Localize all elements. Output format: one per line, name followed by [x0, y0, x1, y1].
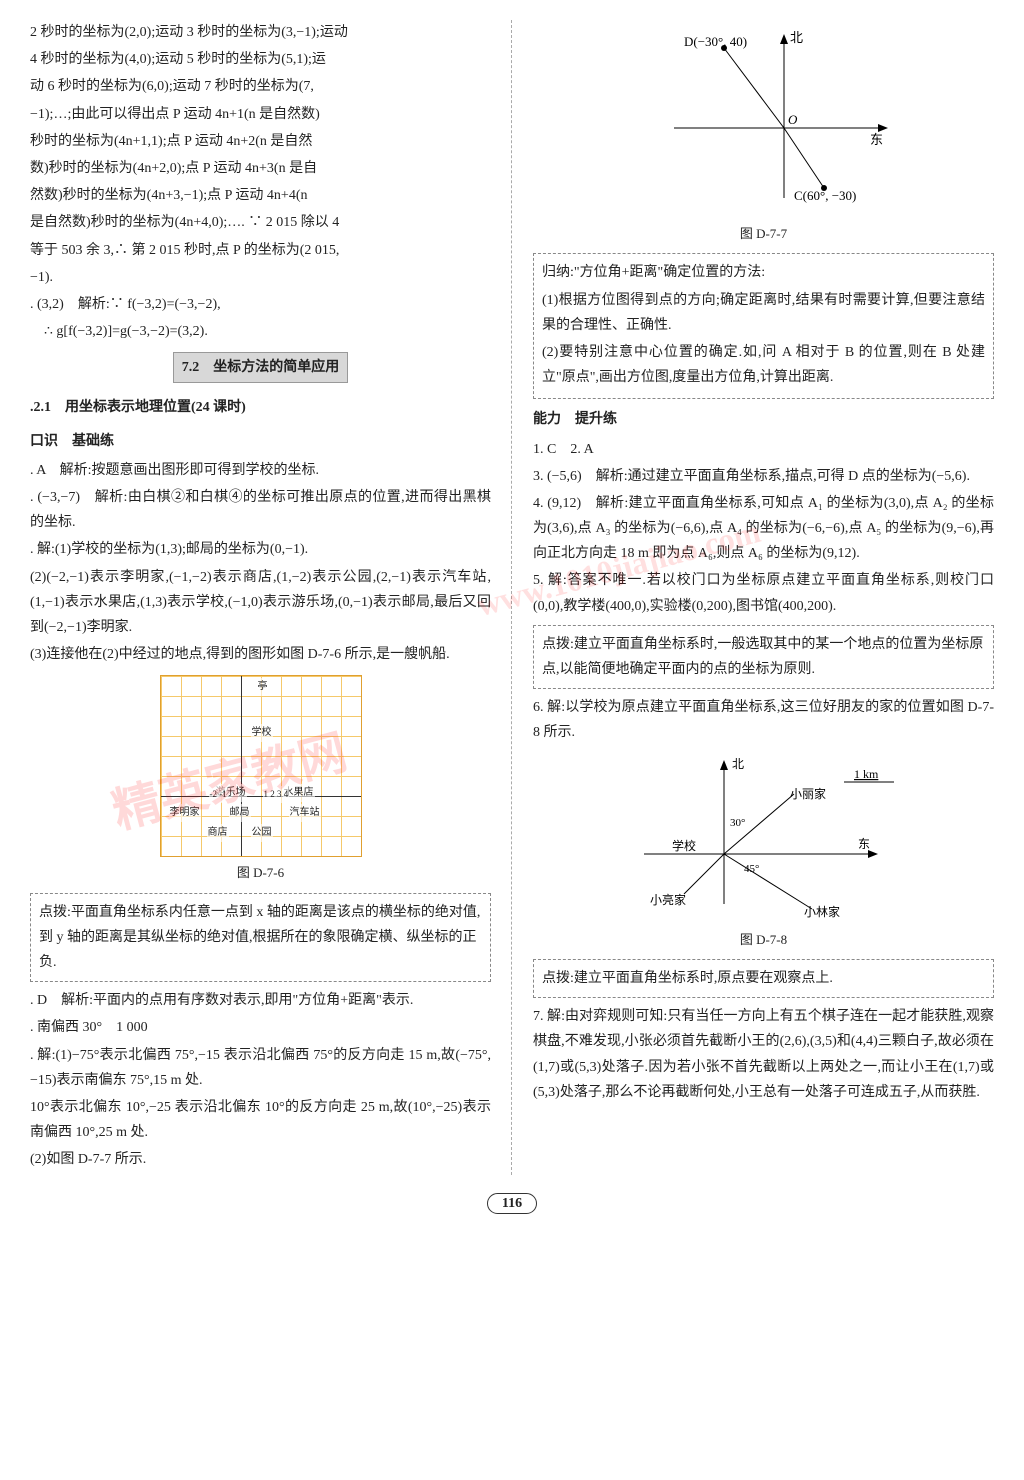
lbl-post: 邮局	[229, 804, 251, 822]
ability-item-7: 7. 解:由对弈规则可知:只有当任一方向上有五个棋子连在一起才能获胜,观察棋盘,…	[533, 1004, 994, 1105]
tip-box-1: 点拨:平面直角坐标系内任意一点到 x 轴的距离是该点的横坐标的绝对值,到 y 轴…	[30, 893, 491, 983]
svg-text:小亮家: 小亮家	[650, 892, 686, 907]
subsection-title: .2.1 用坐标表示地理位置(24 课时)	[30, 395, 491, 420]
figure-d-7-7: D(−30°, 40) C(60°, −30) 北 东 O 图 D-7-7	[533, 28, 994, 245]
svg-text:D(−30°, 40): D(−30°, 40)	[684, 34, 747, 49]
box2-l2: (1)根据方位图得到点的方向;确定距离时,结果有时需要计算,但要注意结果的合理性…	[542, 288, 985, 338]
svg-text:北: 北	[732, 757, 744, 771]
para1-l10: −1).	[30, 265, 491, 290]
para2-l1: . (3,2) 解析:∵ f(−3,2)=(−3,−2),	[30, 292, 491, 317]
left-column: 2 秒时的坐标为(2,0);运动 3 秒时的坐标为(3,−1);运动 4 秒时的…	[30, 20, 491, 1175]
para1-l8: 是自然数)秒时的坐标为(4n+4,0);…. ∵ 2 015 除以 4	[30, 210, 491, 235]
figure-d-7-8: 北 东 1 km 学校 小丽家 小亮家 小林家 30° 45° 图 D-7-8	[533, 754, 994, 951]
box2-l3: (2)要特别注意中心位置的确定.如,问 A 相对于 B 的位置,则在 B 处建立…	[542, 340, 985, 390]
category-basic: 口识 基础练	[30, 429, 491, 454]
para1-l6: 数)秒时的坐标为(4n+2,0);点 P 运动 4n+3(n 是自	[30, 156, 491, 181]
column-divider	[511, 20, 513, 1175]
basic-item-f2: 10°表示北偏东 10°,−25 表示沿北偏东 10°的反方向走 25 m,故(…	[30, 1095, 491, 1145]
svg-text:C(60°, −30): C(60°, −30)	[794, 188, 856, 203]
ability-item-6: 6. 解:以学校为原点建立平面直角坐标系,这三位好朋友的家的位置如图 D-7-8…	[533, 695, 994, 745]
para2-l2: ∴ g[f(−3,2)]=g(−3,−2)=(3,2).	[30, 319, 491, 344]
basic-item-f1: . 解:(1)−75°表示北偏西 75°,−15 表示沿北偏西 75°的反方向走…	[30, 1043, 491, 1093]
ability-item-1-2: 1. C 2. A	[533, 437, 994, 462]
basic-item-c3: (3)连接他在(2)中经过的地点,得到的图形如图 D-7-6 所示,是一艘帆船.	[30, 642, 491, 667]
lbl-school: 学校	[251, 724, 273, 742]
lbl-pavilion: 亭	[257, 678, 269, 696]
para1-l4: −1);…;由此可以得出点 P 运动 4n+1(n 是自然数)	[30, 102, 491, 127]
para1-l9: 等于 503 余 3,∴ 第 2 015 秒时,点 P 的坐标为(2 015,	[30, 238, 491, 263]
svg-text:O: O	[788, 112, 798, 127]
para1-l3: 动 6 秒时的坐标为(6,0);运动 7 秒时的坐标为(7,	[30, 74, 491, 99]
lbl-home: 李明家	[169, 804, 201, 822]
ability-item-3: 3. (−5,6) 解析:通过建立平面直角坐标系,描点,可得 D 点的坐标为(−…	[533, 464, 994, 489]
tip-box-3: 点拨:建立平面直角坐标系时,一般选取其中的某一个地点的位置为坐标原点,以能简便地…	[533, 625, 994, 689]
svg-text:30°: 30°	[730, 817, 745, 829]
svg-text:小丽家: 小丽家	[790, 786, 826, 801]
svg-text:学校: 学校	[672, 838, 696, 853]
summary-box: 归纳:"方位角+距离"确定位置的方法: (1)根据方位图得到点的方向;确定距离时…	[533, 253, 994, 399]
lbl-shop: 商店	[207, 824, 229, 842]
figure-d-7-6: 学校 游乐场 水果店 李明家 邮局 汽车站 商店 公园 亭 -2 -1 1 2 …	[30, 675, 491, 884]
fig2-caption: 图 D-7-7	[533, 222, 994, 245]
basic-item-c2: (2)(−2,−1)表示李明家,(−1,−2)表示商店,(1,−2)表示公园,(…	[30, 565, 491, 641]
para1-l1: 2 秒时的坐标为(2,0);运动 3 秒时的坐标为(3,−1);运动	[30, 20, 491, 45]
svg-text:1 km: 1 km	[854, 767, 879, 781]
page-number: 116	[487, 1193, 537, 1214]
para1-l5: 秒时的坐标为(4n+1,1);点 P 运动 4n+2(n 是自然	[30, 129, 491, 154]
svg-text:东: 东	[858, 837, 870, 851]
basic-item-a: . A 解析:按题意画出图形即可得到学校的坐标.	[30, 458, 491, 483]
ability-item-5: 5. 解:答案不唯一.若以校门口为坐标原点建立平面直角坐标系,则校门口(0,0)…	[533, 568, 994, 618]
page-number-wrap: 116	[30, 1191, 994, 1216]
svg-text:东: 东	[870, 132, 883, 147]
basic-item-e: . 南偏西 30° 1 000	[30, 1015, 491, 1040]
para1-l7: 然数)秒时的坐标为(4n+3,−1);点 P 运动 4n+4(n	[30, 183, 491, 208]
fig3-caption: 图 D-7-8	[533, 928, 994, 951]
fig1-caption: 图 D-7-6	[30, 861, 491, 884]
basic-item-f3: (2)如图 D-7-7 所示.	[30, 1147, 491, 1172]
category-ability: 能力 提升练	[533, 407, 994, 432]
box2-l1: 归纳:"方位角+距离"确定位置的方法:	[542, 260, 985, 285]
basic-item-d: . D 解析:平面内的点用有序数对表示,即用"方位角+距离"表示.	[30, 988, 491, 1013]
lbl-bus: 汽车站	[289, 804, 321, 822]
basic-item-c1: . 解:(1)学校的坐标为(1,3);邮局的坐标为(0,−1).	[30, 537, 491, 562]
para1-l2: 4 秒时的坐标为(4,0);运动 5 秒时的坐标为(5,1);运	[30, 47, 491, 72]
tip-box-4: 点拨:建立平面直角坐标系时,原点要在观察点上.	[533, 959, 994, 998]
svg-text:北: 北	[790, 30, 803, 45]
ability-item-4: 4. (9,12) 解析:建立平面直角坐标系,可知点 A₁ 的坐标为(3,0),…	[533, 491, 994, 567]
svg-text:45°: 45°	[744, 863, 759, 875]
section-title: 7.2 坐标方法的简单应用	[173, 352, 349, 383]
svg-text:小林家: 小林家	[804, 904, 840, 919]
right-column: D(−30°, 40) C(60°, −30) 北 东 O 图 D-7-7 归纳…	[533, 20, 994, 1175]
basic-item-b: . (−3,−7) 解析:由白棋②和白棋④的坐标可推出原点的位置,进而得出黑棋的…	[30, 485, 491, 535]
lbl-park: 公园	[251, 824, 273, 842]
